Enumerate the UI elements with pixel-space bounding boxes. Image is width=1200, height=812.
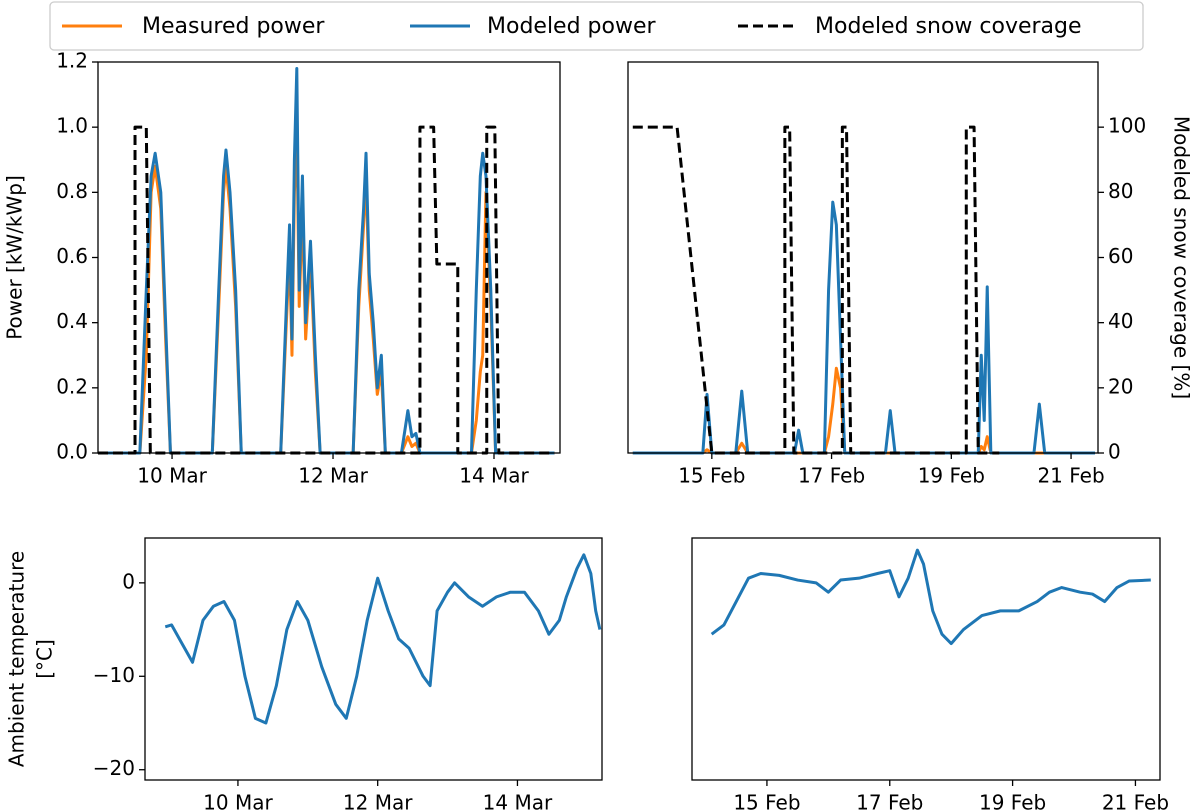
x-tick-label: 19 Feb <box>918 464 985 488</box>
legend-label: Modeled power <box>487 14 657 39</box>
plot-frame <box>691 537 1161 781</box>
y2-tick-label: 80 <box>1108 179 1133 203</box>
plot-frame <box>144 537 603 781</box>
data-line <box>164 553 602 725</box>
x-tick-label: 17 Feb <box>856 791 923 812</box>
y-tick-label: 1.2 <box>56 49 88 73</box>
y2-tick-label: 100 <box>1108 114 1146 138</box>
x-tick-label: 21 Feb <box>1102 791 1169 812</box>
y-tick-label: 0.0 <box>56 440 88 464</box>
x-tick-label: 10 Mar <box>203 791 273 812</box>
y2-tick-label: 0 <box>1108 440 1121 464</box>
legend-label: Measured power <box>142 14 325 39</box>
y-tick-label: −20 <box>93 756 135 780</box>
legend-label: Modeled snow coverage <box>815 14 1082 39</box>
y-tick-label: 0.2 <box>56 374 88 398</box>
x-tick-label: 17 Feb <box>798 464 865 488</box>
y2-axis-label: Modeled snow coverage [%] <box>1170 116 1194 399</box>
y2-tick-label: 60 <box>1108 244 1133 268</box>
data-line <box>632 125 1000 455</box>
x-tick-label: 19 Feb <box>979 791 1046 812</box>
x-tick-label: 12 Mar <box>298 464 368 488</box>
y-tick-label: 0 <box>122 569 135 593</box>
y-tick-label: 1.0 <box>56 114 88 138</box>
y-tick-label: 0.6 <box>56 244 88 268</box>
x-tick-label: 12 Mar <box>343 791 413 812</box>
y-tick-label: −10 <box>93 663 135 687</box>
x-tick-label: 15 Feb <box>678 464 745 488</box>
plot-frame <box>627 61 1099 454</box>
y-axis-label: [°C] <box>33 639 57 679</box>
y-tick-label: 0.8 <box>56 179 88 203</box>
legend-box <box>49 1 1144 51</box>
data-line <box>710 548 1151 646</box>
data-line <box>632 200 1096 455</box>
y-axis-label: Power [kW/kWp] <box>3 175 27 340</box>
data-line <box>632 366 1096 455</box>
x-tick-label: 14 Mar <box>483 791 553 812</box>
data-line <box>98 125 555 455</box>
y2-tick-label: 20 <box>1108 374 1133 398</box>
x-tick-label: 10 Mar <box>137 464 207 488</box>
y-axis-label: Ambient temperature <box>5 551 29 767</box>
y2-tick-label: 40 <box>1108 309 1133 333</box>
y-tick-label: 0.4 <box>56 309 88 333</box>
x-tick-label: 14 Mar <box>459 464 529 488</box>
x-tick-label: 21 Feb <box>1037 464 1104 488</box>
x-tick-label: 15 Feb <box>733 791 800 812</box>
